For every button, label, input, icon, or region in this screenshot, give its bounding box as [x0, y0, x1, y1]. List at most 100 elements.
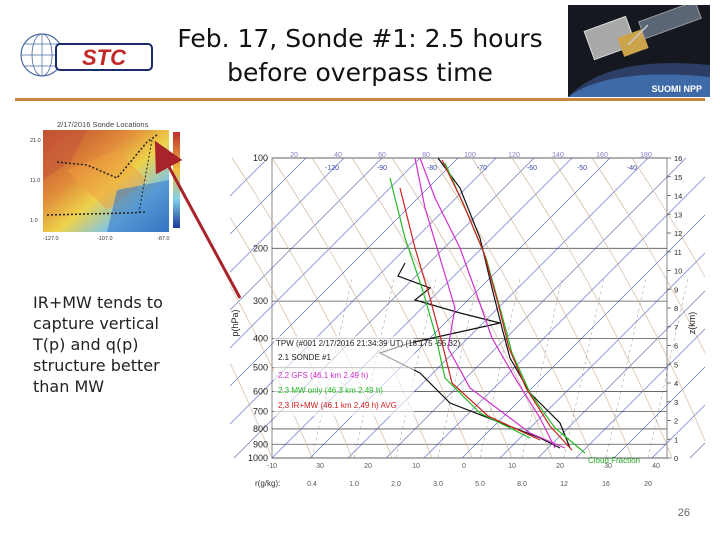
sonde-location-map: 21.0 11.0 1.0 -127.0 -107.0 -87.0 2/17/2…: [27, 120, 192, 245]
slide-title: Feb. 17, Sonde #1: 2.5 hours before over…: [160, 22, 560, 90]
isotherm-line: [499, 237, 720, 459]
height-tick-label: 14: [674, 192, 682, 201]
height-tick-label: 4: [674, 379, 678, 388]
gfs-dewpoint: [414, 157, 566, 449]
top-temp-label: 180: [640, 152, 652, 159]
isotherm-line: [575, 313, 720, 459]
legend-header: TPW (#001 2/17/2016 21:34:39 UT) (18.175…: [276, 339, 460, 348]
dry-adiabat: [551, 157, 713, 459]
stc-logo: STC: [10, 22, 160, 88]
top-temp-label: 140: [552, 152, 564, 159]
bottom-temp-label: 30: [316, 463, 324, 470]
mixing-ratio-tick-label: 12: [560, 481, 568, 488]
bottom-temp-label: 20: [556, 463, 564, 470]
sonde-dewpoint: [378, 262, 561, 449]
legend-mw: 2.3 MW only (46.3 km 2.49 h): [278, 386, 383, 395]
irmw-dewpoint: [399, 187, 541, 441]
top-temp-label: 80: [422, 152, 430, 159]
note-line: than MW: [33, 377, 105, 396]
mixing-ratio-tick-label: 20: [644, 481, 652, 488]
height-tick-label: 15: [674, 173, 682, 182]
height-tick-label: 1: [674, 435, 678, 444]
mixing-ratio-tick-label: 16: [602, 481, 610, 488]
bottom-temp-label: 0: [462, 463, 466, 470]
note-line: T(p) and q(p): [33, 335, 139, 354]
bottom-temp-label: 10: [412, 463, 420, 470]
height-tick-label: 5: [674, 360, 678, 369]
height-tick-label: 11: [674, 248, 682, 257]
top-temp2-label: -70: [477, 165, 487, 172]
height-tick-label: 9: [674, 285, 678, 294]
dry-adiabat: [311, 157, 473, 459]
isotherm-line: [385, 157, 687, 459]
top-temp-label: 100: [464, 152, 476, 159]
dry-adiabat: [591, 157, 720, 385]
legend-sonde: 2.1 SONDE #1: [278, 353, 331, 362]
gfs-temperature: [419, 157, 556, 449]
title-line-1: Feb. 17, Sonde #1: 2.5 hours: [177, 24, 543, 53]
top-temp2-label: -50: [577, 165, 587, 172]
height-tick-label: 8: [674, 304, 678, 313]
height-tick-label: 12: [674, 229, 682, 238]
pressure-tick-label: 100: [253, 153, 268, 163]
dry-adiabat: [431, 157, 593, 459]
mixing-ratio-tick-label: 8.0: [517, 481, 527, 488]
svg-text:11.0: 11.0: [30, 178, 40, 184]
bottom-temp-label: 10: [508, 463, 516, 470]
mixing-ratio-line: [395, 277, 437, 459]
height-tick-label: 10: [674, 267, 682, 276]
height-axis-label: z(km): [687, 312, 697, 335]
mixing-ratio-line: [437, 277, 479, 459]
pressure-tick-label: 200: [253, 243, 268, 253]
height-tick-label: 16: [674, 154, 682, 163]
svg-text:-87.0: -87.0: [157, 236, 170, 242]
pressure-tick-label: 800: [253, 424, 268, 434]
height-tick-label: 6: [674, 342, 678, 351]
logo-text: STC: [82, 45, 127, 70]
height-tick-label: 13: [674, 210, 682, 219]
legend-irmw: 2.3 IR+MW (46.1 km 2.49 h) AVG: [278, 401, 397, 410]
title-line-2: before overpass time: [227, 58, 493, 87]
pressure-tick-label: 500: [253, 363, 268, 373]
isotherm-line: [423, 161, 720, 459]
height-tick-label: 3: [674, 398, 678, 407]
dry-adiabat: [471, 157, 633, 459]
note-line: structure better: [33, 356, 160, 375]
bottom-temp-label: -10: [267, 463, 277, 470]
top-temp2-label: -60: [527, 165, 537, 172]
map-title: 2/17/2016 Sonde Locations: [57, 120, 149, 129]
bottom-temp-label: 40: [652, 463, 660, 470]
legend-gfs: 2.2 GFS (46.1 km 2.49 h): [278, 371, 369, 380]
note-text: IR+MW tends to capture vertical T(p) and…: [33, 292, 183, 397]
height-tick-label: 2: [674, 417, 678, 426]
top-temp-label: 160: [596, 152, 608, 159]
isotherm-line: [195, 157, 497, 459]
title-divider: [15, 98, 705, 101]
dry-adiabat: [231, 157, 393, 459]
dry-adiabat: [271, 157, 433, 459]
mixing-ratio-tick-label: 2.0: [391, 481, 401, 488]
height-tick-label: 7: [674, 323, 678, 332]
top-temp2-label: -120: [325, 165, 339, 172]
mw-dewpoint: [389, 177, 531, 439]
legend: TPW (#001 2/17/2016 21:34:39 UT) (18.175…: [274, 336, 460, 416]
satellite-caption: SUOMI NPP: [651, 84, 702, 94]
mixing-ratio-tick-label: 1.0: [349, 481, 359, 488]
pressure-tick-label: 300: [253, 296, 268, 306]
mixing-ratio-tick-label: 5.0: [475, 481, 485, 488]
isotherm-line: [613, 351, 720, 459]
mixing-ratio-line: [647, 277, 689, 459]
skewt-diagram: 100 200 300 400 500 600 700 800 900 1000 16 15 14 13 1…: [0, 148, 720, 493]
dry-adiabat: [511, 157, 673, 459]
pressure-tick-label: 700: [253, 407, 268, 417]
pressure-tick-label: 1000: [248, 453, 268, 463]
top-temp2-label: -80: [427, 165, 437, 172]
pressure-axis-label: p(hPa): [230, 309, 240, 336]
mixing-ratio-line: [563, 277, 605, 459]
isotherm-line: [651, 389, 720, 459]
mixing-ratio-tick-label: 0.4: [307, 481, 317, 488]
pressure-tick-label: 600: [253, 386, 268, 396]
mixing-ratio-line: [605, 277, 647, 459]
mixing-ratio-tick-label: 3.0: [433, 481, 443, 488]
note-line: IR+MW tends to: [33, 293, 163, 312]
